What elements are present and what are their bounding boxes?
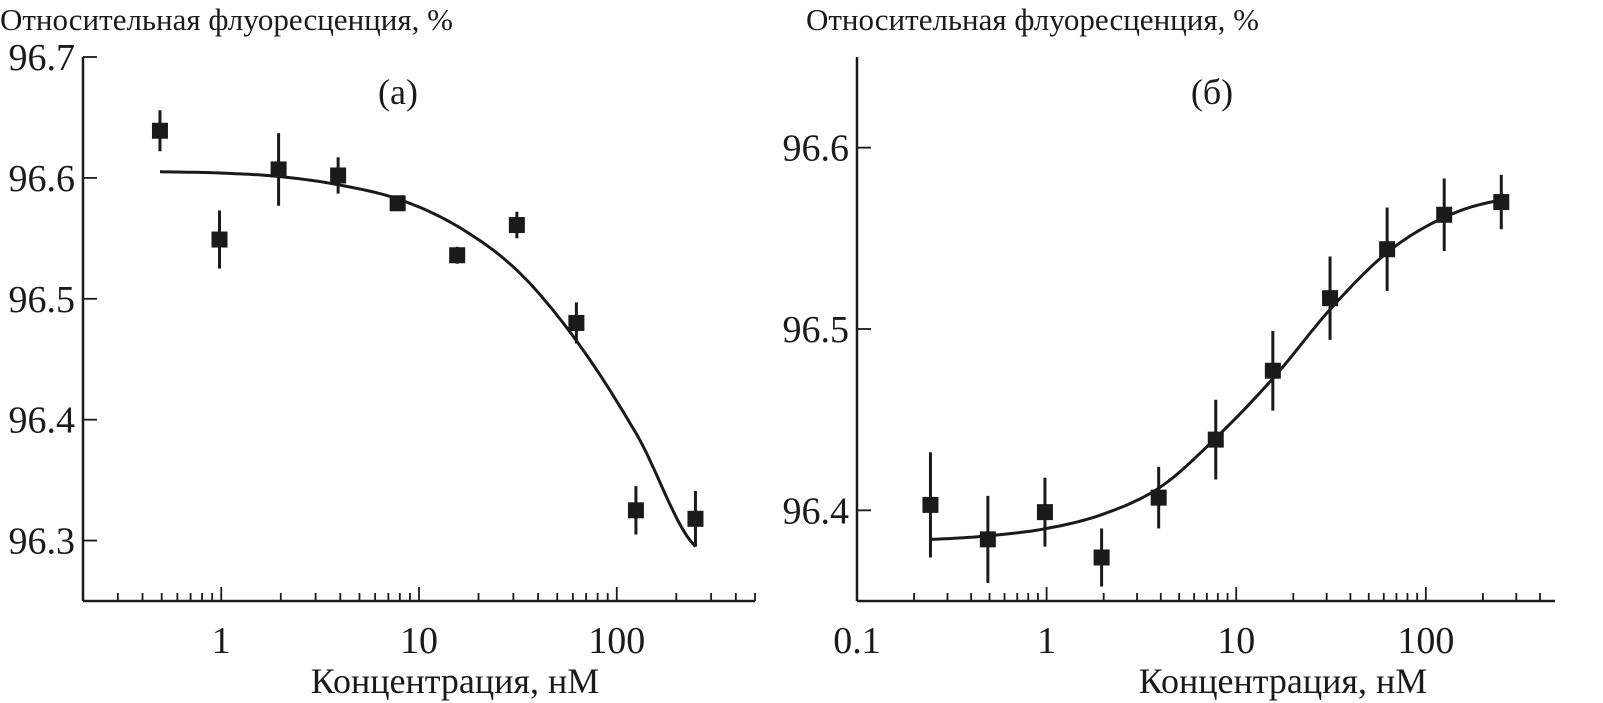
- y-axis-label: Относительная флуоресценция, %: [806, 2, 1259, 37]
- data-point: [270, 161, 287, 178]
- data-point: [1493, 194, 1510, 211]
- y-tick-label: 96.4: [783, 490, 850, 532]
- data-point: [508, 217, 525, 234]
- data-point: [687, 510, 704, 527]
- x-tick-label: 100: [588, 620, 645, 662]
- panel-label: (б): [1191, 72, 1233, 112]
- data-point: [1379, 241, 1396, 258]
- data-point: [330, 167, 347, 184]
- data-point: [1436, 206, 1453, 223]
- data-point: [389, 195, 406, 212]
- panel-a: Относительная флуоресценция, % (а) Конце…: [0, 2, 756, 701]
- data-point: [449, 247, 466, 264]
- x-tick-label: 0.1: [833, 620, 881, 662]
- y-tick-label: 96.3: [9, 521, 76, 563]
- data-point: [627, 502, 644, 519]
- fit-curve: [930, 198, 1502, 541]
- data-point: [979, 531, 996, 548]
- x-tick-label: 10: [400, 620, 438, 662]
- data-point: [151, 122, 168, 139]
- data-point: [1264, 362, 1281, 379]
- data-point: [1093, 549, 1110, 566]
- data-point: [568, 314, 585, 331]
- data-point: [1150, 489, 1167, 506]
- x-axis-label: Концентрация, нМ: [1139, 661, 1428, 701]
- data-point: [1207, 431, 1224, 448]
- x-tick-label: 10: [1217, 620, 1255, 662]
- y-tick-label: 96.5: [9, 279, 76, 321]
- y-tick-label: 96.5: [783, 309, 850, 351]
- x-axis-label: Концентрация, нМ: [311, 661, 600, 701]
- x-tick-label: 100: [1397, 620, 1454, 662]
- y-axis-label: Относительная флуоресценция, %: [0, 2, 453, 37]
- y-tick-label: 96.7: [9, 37, 76, 79]
- x-tick-label: 1: [1037, 620, 1056, 662]
- panel-label: (а): [378, 72, 418, 112]
- y-tick-label: 96.6: [9, 158, 76, 200]
- data-point: [211, 231, 228, 248]
- data-point: [1036, 504, 1053, 521]
- data-point: [1322, 290, 1339, 307]
- panel-b: Относительная флуоресценция, % (б) Конце…: [783, 2, 1555, 701]
- fit-curve: [159, 170, 697, 548]
- y-tick-label: 96.4: [9, 400, 76, 442]
- x-tick-label: 1: [212, 620, 231, 662]
- data-point: [922, 496, 939, 513]
- y-tick-label: 96.6: [783, 128, 850, 170]
